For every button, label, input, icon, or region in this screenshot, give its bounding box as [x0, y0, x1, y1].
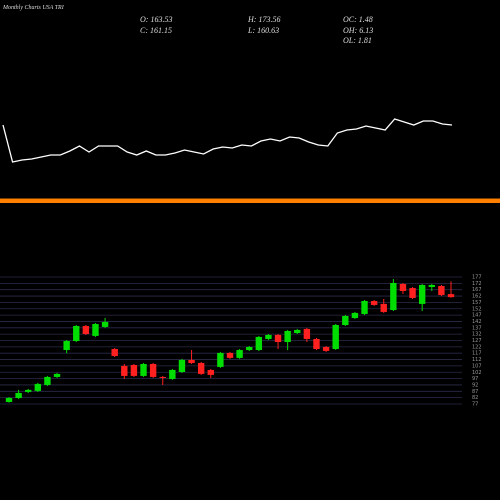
- candle-body: [25, 389, 32, 392]
- candle-body: [207, 369, 214, 375]
- candle-body: [140, 363, 147, 376]
- candle-body: [418, 285, 426, 304]
- candle-body: [322, 346, 330, 351]
- stat-label: C: 161.15: [140, 26, 172, 35]
- candle-body: [284, 330, 291, 343]
- candle-body: [236, 350, 243, 358]
- candle-body: [265, 334, 272, 339]
- candle-body: [130, 365, 138, 376]
- candle-body: [274, 334, 282, 343]
- candle-body: [111, 349, 118, 356]
- candle-body: [34, 383, 42, 391]
- candle-body: [5, 398, 13, 402]
- candle-body: [428, 285, 435, 288]
- stat-label: OC: 1.48: [343, 15, 373, 24]
- candle-body: [82, 326, 90, 335]
- candle-body: [438, 286, 445, 296]
- candle-body: [149, 363, 157, 377]
- candle-body: [447, 294, 455, 298]
- candle-body: [342, 315, 349, 326]
- stat-label: O: 163.53: [140, 15, 172, 24]
- candle-body: [121, 365, 128, 376]
- candle-body: [188, 359, 195, 363]
- separator: [0, 199, 500, 203]
- candle-body: [178, 359, 186, 372]
- separator: [0, 198, 500, 199]
- y-tick-label: 87: [472, 389, 478, 395]
- stat-label: OL: 1.81: [343, 36, 372, 45]
- y-tick-label: 122: [472, 344, 482, 350]
- y-tick-label: 107: [472, 363, 482, 369]
- y-tick-label: 172: [472, 281, 482, 287]
- y-tick-label: 127: [472, 338, 482, 344]
- candle-body: [370, 301, 378, 305]
- candle-body: [380, 303, 387, 312]
- candle-body: [226, 352, 234, 358]
- candle-body: [44, 376, 51, 385]
- candle-body: [361, 301, 368, 314]
- stat-label: OH: 6.13: [343, 26, 373, 35]
- candle-body: [351, 312, 359, 319]
- y-tick-label: 92: [472, 382, 478, 388]
- candle-body: [390, 282, 397, 311]
- y-tick-label: 152: [472, 306, 482, 312]
- y-tick-label: 132: [472, 332, 482, 338]
- candle-body: [294, 329, 301, 334]
- candle-body: [15, 392, 22, 399]
- candle-body: [53, 373, 61, 377]
- candle-body: [217, 352, 224, 367]
- y-tick-label: 137: [472, 325, 482, 331]
- y-tick-label: 167: [472, 287, 482, 293]
- candle-body: [255, 336, 263, 351]
- y-tick-label: 112: [472, 357, 482, 363]
- candle-body: [169, 369, 176, 379]
- y-tick-label: 162: [472, 294, 482, 300]
- candle-body: [246, 346, 253, 351]
- candle-body: [159, 376, 166, 378]
- candle-body: [101, 321, 109, 327]
- y-tick-label: 177: [472, 275, 482, 281]
- y-tick-label: 117: [472, 351, 482, 357]
- candle-body: [92, 323, 99, 336]
- candle-body: [332, 325, 339, 350]
- candle-body: [409, 288, 416, 298]
- y-tick-label: 82: [472, 395, 478, 401]
- candle-body: [73, 326, 80, 342]
- candle-body: [63, 341, 70, 351]
- y-tick-label: 147: [472, 313, 482, 319]
- candle-body: [303, 328, 311, 339]
- y-tick-label: 97: [472, 376, 478, 382]
- y-tick-label: 102: [472, 370, 482, 376]
- candle-body: [313, 338, 320, 350]
- y-tick-label: 157: [472, 300, 482, 306]
- stat-label: L: 160.63: [247, 26, 279, 35]
- stat-label: H: 173.56: [247, 15, 280, 24]
- indicator-line: [2, 118, 453, 163]
- y-tick-label: 142: [472, 319, 482, 325]
- candle-body: [399, 283, 407, 291]
- y-tick-label: 77: [472, 402, 478, 408]
- chart-title: Monthly Charts USA TRI: [2, 5, 65, 11]
- candle-body: [197, 362, 205, 374]
